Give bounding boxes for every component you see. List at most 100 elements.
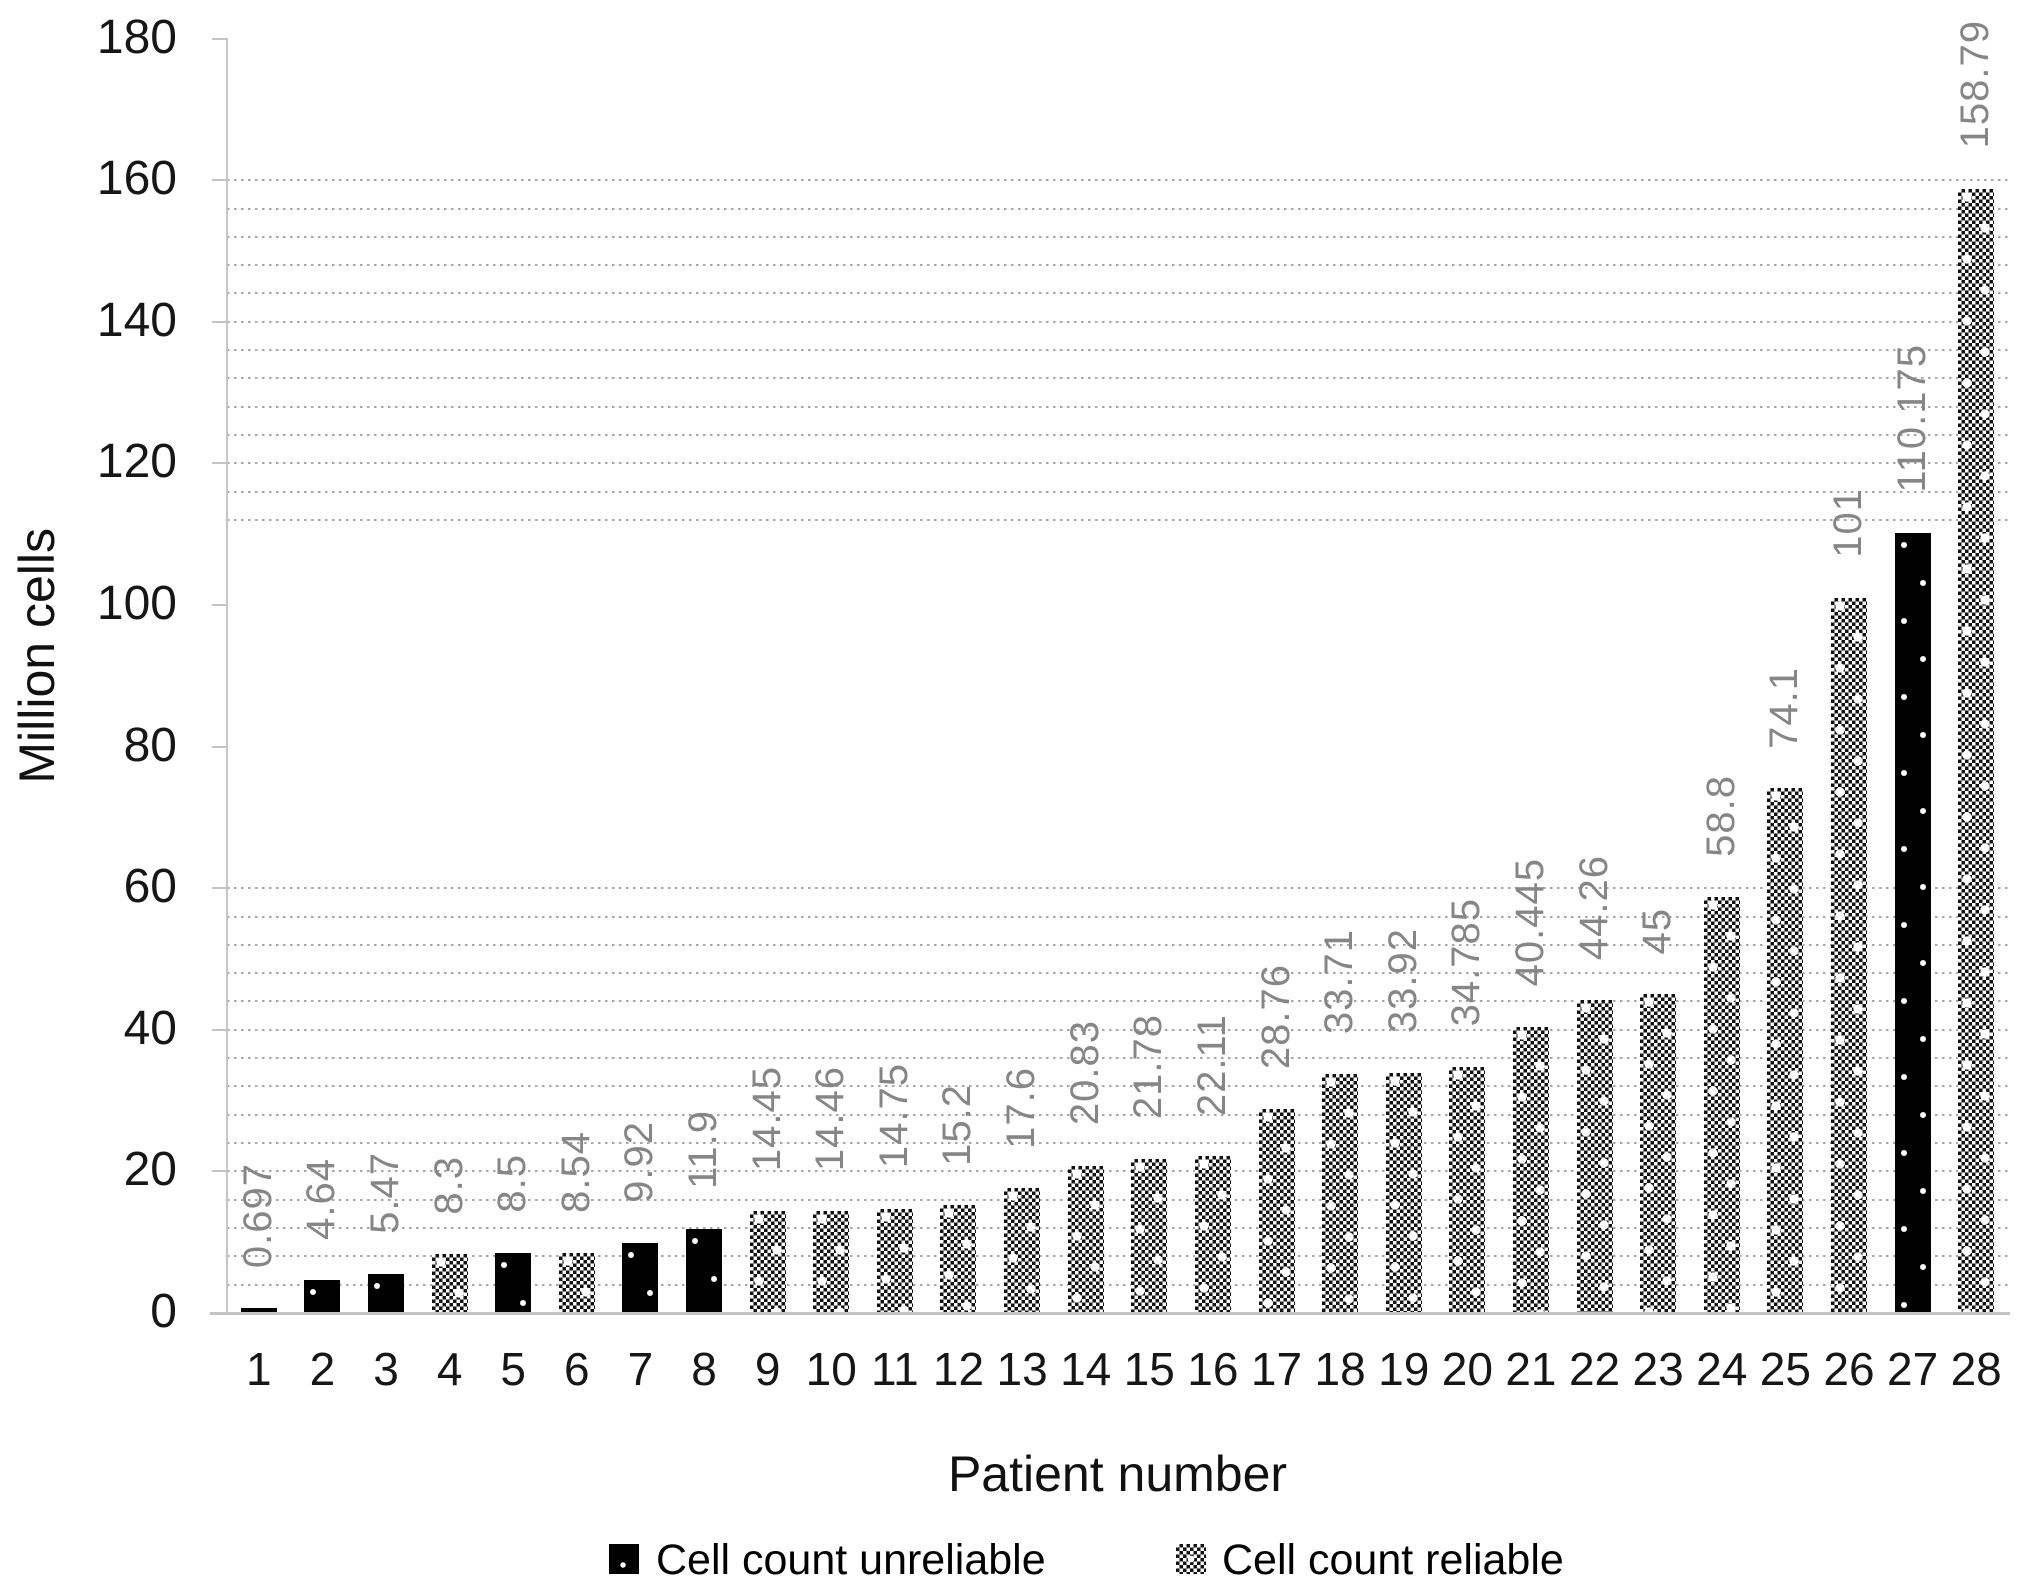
bar-patient-9: [749, 1210, 786, 1313]
x-tick-label: 9: [754, 1343, 781, 1395]
bar-value-label: 33.92: [1380, 927, 1425, 1033]
bar-patient-28: [1958, 188, 1995, 1313]
x-tick-label: 18: [1314, 1343, 1366, 1395]
bar-value-label: 101: [1825, 488, 1870, 558]
gridline: [227, 434, 2008, 437]
bar-value-label: 158.79: [1953, 20, 1998, 149]
gridline: [227, 264, 2008, 267]
gridline: [227, 405, 2008, 408]
gridline: [227, 377, 2008, 380]
x-tick-label: 3: [373, 1343, 399, 1395]
gridline: [227, 943, 2008, 946]
y-axis-tick: [212, 179, 227, 182]
bar-value-label: 20.83: [1062, 1020, 1107, 1126]
bar-patient-2: [304, 1280, 341, 1313]
x-axis-line: [210, 1312, 2010, 1315]
bar-patient-3: [368, 1274, 405, 1313]
x-tick-label: 28: [1950, 1343, 2002, 1395]
y-axis-line: [226, 38, 228, 1315]
bar-value-label: 8.54: [553, 1130, 598, 1213]
x-tick-label: 19: [1378, 1343, 1430, 1395]
bar-patient-21: [1512, 1026, 1549, 1313]
bar-value-label: 74.1: [1762, 666, 1807, 749]
bar-patient-6: [558, 1252, 595, 1313]
gridline: [227, 179, 2008, 182]
bar-value-label: 58.8: [1698, 774, 1743, 857]
bar-value-label: 14.75: [871, 1063, 916, 1169]
y-axis-tick: [212, 887, 227, 890]
bar-patient-7: [622, 1242, 659, 1313]
legend-label-unreliable: Cell count unreliable: [656, 1536, 1046, 1584]
bar-patient-20: [1449, 1066, 1486, 1313]
x-tick-label: 25: [1759, 1343, 1811, 1395]
y-axis-tick: [212, 604, 227, 606]
bar-patient-27: [1894, 532, 1931, 1313]
y-axis-tick: [212, 1028, 227, 1031]
gridline: [227, 1227, 2008, 1230]
y-tick-label: 20: [123, 1143, 177, 1197]
x-tick-label: 16: [1187, 1343, 1239, 1395]
x-tick-label: 2: [309, 1343, 336, 1395]
bar-patient-23: [1640, 994, 1677, 1313]
x-tick-label: 21: [1505, 1343, 1557, 1395]
bar-patient-10: [813, 1210, 850, 1313]
x-tick-label: 11: [870, 1343, 919, 1395]
bar-patient-14: [1067, 1165, 1104, 1313]
gridline: [227, 490, 2008, 493]
gridline: [227, 462, 2008, 465]
y-axis-tick: [212, 37, 227, 40]
legend-label-reliable: Cell count reliable: [1222, 1536, 1564, 1584]
x-tick-label: 5: [500, 1343, 527, 1395]
x-tick-label: 4: [436, 1343, 463, 1395]
gridline: [227, 1057, 2008, 1060]
y-axis-tick: [212, 320, 227, 323]
x-tick-label: 13: [996, 1343, 1048, 1395]
bar-value-label: 22.11: [1189, 1014, 1234, 1117]
y-tick-label: 160: [96, 152, 177, 206]
bar-value-label: 33.71: [1317, 929, 1362, 1035]
bar-patient-18: [1322, 1074, 1359, 1313]
x-tick-label: 26: [1823, 1343, 1875, 1395]
gridline: [227, 1142, 2008, 1145]
gridline: [227, 320, 2008, 323]
y-tick-label: 100: [96, 577, 177, 630]
bar-value-label: 8.5: [490, 1154, 535, 1213]
gridline: [227, 1170, 2008, 1173]
x-tick-label: 23: [1632, 1343, 1684, 1395]
bar-patient-17: [1258, 1109, 1295, 1313]
y-tick-label: 0: [150, 1285, 177, 1338]
y-axis-title: Million cells: [9, 528, 65, 784]
bar-value-label: 14.45: [744, 1065, 789, 1171]
bar-patient-24: [1703, 896, 1740, 1313]
gridline: [227, 1198, 2008, 1201]
bar-patient-15: [1131, 1158, 1168, 1313]
legend-swatch-unreliable-icon: [609, 1544, 639, 1574]
y-tick-label: 180: [96, 10, 177, 64]
y-axis-tick: [212, 745, 227, 748]
gridline: [227, 235, 2008, 238]
gridline: [227, 915, 2008, 918]
bar-value-label: 15.2: [935, 1083, 980, 1166]
bar-value-label: 4.64: [299, 1158, 344, 1241]
bar-value-label: 44.26: [1571, 854, 1616, 960]
bar-patient-11: [876, 1208, 913, 1313]
gridline: [227, 519, 2008, 522]
bar-patient-8: [686, 1228, 723, 1313]
bar-value-label: 11.9: [681, 1109, 726, 1189]
bar-value-label: 40.445: [1507, 858, 1552, 987]
y-tick-label: 140: [96, 293, 177, 347]
y-axis-tick: [212, 1170, 227, 1173]
x-axis-title: Patient number: [947, 1446, 1288, 1502]
bar-patient-25: [1767, 788, 1804, 1313]
gridline: [227, 1255, 2008, 1258]
x-tick-label: 20: [1441, 1343, 1493, 1395]
x-tick-label: 27: [1886, 1343, 1939, 1395]
y-tick-label: 60: [123, 860, 177, 914]
bar-patient-22: [1576, 999, 1613, 1313]
x-tick-label: 8: [691, 1343, 717, 1395]
x-tick-label: 14: [1060, 1343, 1112, 1395]
bar-value-label: 21.78: [1126, 1013, 1171, 1119]
bar-value-label: 34.785: [1444, 898, 1489, 1027]
legend-swatch-reliable-icon: [1176, 1544, 1206, 1574]
